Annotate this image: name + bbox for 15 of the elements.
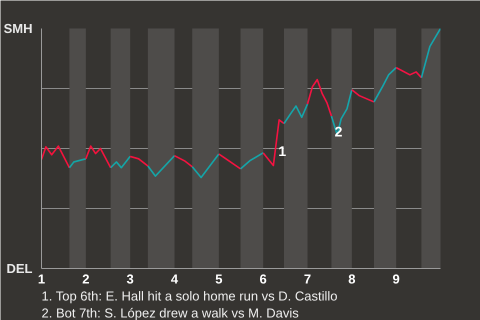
x-tick-label: 9 bbox=[392, 272, 400, 286]
x-tick-label: 1 bbox=[38, 272, 46, 286]
annotation: 2 bbox=[334, 124, 343, 140]
x-tick-label: 2 bbox=[82, 272, 90, 286]
text: SMH bbox=[4, 21, 32, 36]
text: 2. Bot 7th: S. López drew a walk vs M. Davis bbox=[42, 306, 300, 320]
annotation: 1 bbox=[278, 142, 286, 159]
x-tick-label: 3 bbox=[126, 272, 134, 286]
text: DEL bbox=[6, 261, 33, 276]
x-tick-label: 6 bbox=[260, 272, 267, 286]
x-tick-label: 8 bbox=[348, 272, 356, 286]
x-tick-label: 4 bbox=[170, 272, 179, 286]
x-tick-label: 5 bbox=[215, 272, 222, 286]
x-tick-label: 7 bbox=[304, 272, 312, 286]
text: 1. Top 6th: E. Hall hit a solo home run vs D. Castillo bbox=[42, 288, 338, 304]
